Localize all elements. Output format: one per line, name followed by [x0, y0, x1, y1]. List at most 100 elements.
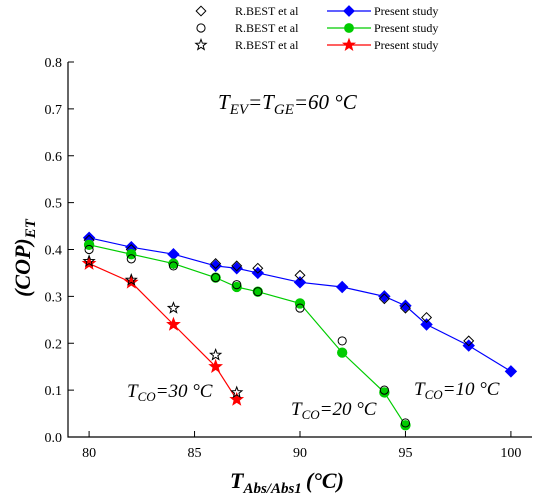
data-point-best-circle	[232, 280, 242, 290]
annotation-t2: =T	[248, 90, 275, 114]
data-point-present-circle	[337, 347, 348, 358]
x-tick-label: 95	[398, 446, 412, 461]
y-tick-label: 0.8	[45, 56, 63, 71]
x-axis-title-main: T	[230, 468, 245, 493]
y-tick-label: 0.0	[45, 431, 63, 446]
curve-label-10-s: CO	[425, 387, 444, 402]
legend-marker-best-circle	[196, 23, 206, 33]
data-point-best-diamond	[421, 311, 433, 323]
x-axis-title: TAbs/Abs1 (°C)	[230, 468, 344, 497]
data-point-present-diamond	[504, 365, 518, 378]
data-point-present-circle	[294, 298, 306, 309]
x-tick-label: 90	[293, 446, 307, 461]
data-point-present-diamond	[293, 276, 307, 289]
legend-label-present-star: Present study	[374, 38, 438, 52]
legend-marker-present-circle	[344, 23, 354, 33]
series-line-circle-2	[88, 244, 406, 426]
data-point-best-star	[230, 385, 244, 399]
data-point-present-circle	[252, 286, 263, 297]
data-point-best-circle	[211, 273, 221, 283]
x-tick-label: 80	[82, 446, 96, 461]
data-point-present-star	[208, 358, 224, 373]
data-point-best-diamond	[231, 260, 243, 272]
curve-label-30-s: CO	[138, 389, 157, 404]
data-point-best-diamond	[378, 293, 390, 305]
legend: R.BEST et al Present study R.BEST et al Pre…	[194, 4, 438, 52]
data-point-best-circle	[253, 287, 263, 297]
x-tick-label: 85	[188, 446, 202, 461]
data-point-best-star	[124, 273, 138, 286]
legend-marker-present-diamond	[343, 5, 355, 17]
data-point-best-diamond	[252, 262, 264, 274]
data-point-best-circle	[84, 244, 94, 255]
data-point-best-diamond	[210, 258, 222, 270]
legend-marker-present-star	[341, 37, 357, 51]
data-point-best-star	[166, 301, 181, 314]
legend-label-present-circle: Present study	[374, 21, 438, 35]
data-point-present-diamond	[420, 318, 433, 331]
curve-label-tco-20: TCO=20 °C	[291, 399, 377, 422]
legend-label-best-star: R.BEST et al	[235, 38, 299, 52]
data-point-best-star	[82, 254, 96, 267]
legend-marker-best-star	[194, 38, 208, 51]
curve-label-20-s: CO	[302, 407, 321, 422]
legend-label-present-diamond: Present study	[374, 4, 438, 18]
curve-label-20-rest: =20 °C	[320, 399, 377, 420]
data-point-best-circle	[400, 418, 411, 428]
axes: 0.0 0.1 0.2 0.3 0.4 0.5 0.6 0.7 0.8 80 85 90 95 100	[45, 56, 532, 461]
data-point-present-diamond	[399, 299, 412, 312]
y-tick-label: 0.5	[45, 197, 63, 212]
curve-label-tco-30: TCO=30 °C	[127, 381, 213, 404]
data-point-present-circle	[210, 272, 221, 283]
data-point-present-circle	[231, 281, 242, 293]
x-axis-title-sub: Abs/Abs1	[242, 481, 301, 497]
data-point-best-circle	[168, 261, 179, 271]
y-tick-label: 0.2	[45, 337, 63, 352]
annotation-t3: =60 °C	[294, 90, 358, 114]
data-point-present-diamond	[378, 290, 391, 303]
annotation-t1: T	[218, 90, 231, 114]
data-point-best-diamond	[294, 269, 306, 281]
curve-label-10-t: T	[414, 379, 426, 400]
y-tick-label: 0.4	[45, 244, 63, 259]
curve-label-10-rest: =10 °C	[443, 379, 500, 400]
data-point-present-diamond	[167, 247, 180, 261]
data-point-present-diamond	[335, 280, 349, 294]
curve-label-30-t: T	[127, 381, 139, 402]
annotation-s2: GE	[274, 102, 294, 118]
data-point-best-circle	[295, 303, 305, 313]
legend-label-best-diamond: R.BEST et al	[235, 4, 299, 18]
data-point-best-circle	[126, 254, 136, 264]
curve-label-20-t: T	[291, 399, 303, 420]
data-point-best-diamond	[399, 302, 411, 314]
y-axis-title-sub: ET	[23, 218, 39, 239]
y-tick-label: 0.6	[45, 150, 63, 165]
data-point-best-circle	[337, 336, 347, 346]
data-point-present-circle	[400, 420, 411, 431]
y-axis-title: (COP)ET	[10, 218, 39, 297]
data-point-present-star	[166, 316, 181, 331]
curve-label-tco-10: TCO=10 °C	[414, 379, 500, 402]
legend-label-best-circle: R.BEST et al	[235, 21, 299, 35]
series-line-star-4	[88, 263, 238, 400]
data-point-best-star	[209, 348, 223, 361]
data-point-present-star	[229, 391, 245, 406]
y-tick-label: 0.1	[45, 384, 63, 399]
y-axis-title-main: (COP)	[10, 238, 35, 297]
annotation-s1: EV	[229, 102, 250, 118]
curve-label-30-rest: =30 °C	[156, 381, 213, 402]
data-point-present-circle	[126, 249, 137, 260]
data-point-present-circle	[168, 258, 179, 269]
legend-marker-best-diamond	[195, 5, 207, 17]
data-point-best-circle	[379, 385, 389, 395]
data-point-present-circle	[379, 387, 390, 398]
data-point-best-diamond	[463, 335, 475, 347]
data-point-present-circle	[83, 239, 95, 250]
annotation-conditions: TEV=TGE=60 °C	[218, 90, 358, 118]
x-tick-label: 100	[500, 446, 521, 461]
x-axis-title-unit: (°C)	[306, 468, 344, 493]
y-tick-label: 0.3	[45, 290, 63, 305]
y-tick-label: 0.7	[45, 103, 63, 118]
series-markers	[81, 231, 518, 431]
